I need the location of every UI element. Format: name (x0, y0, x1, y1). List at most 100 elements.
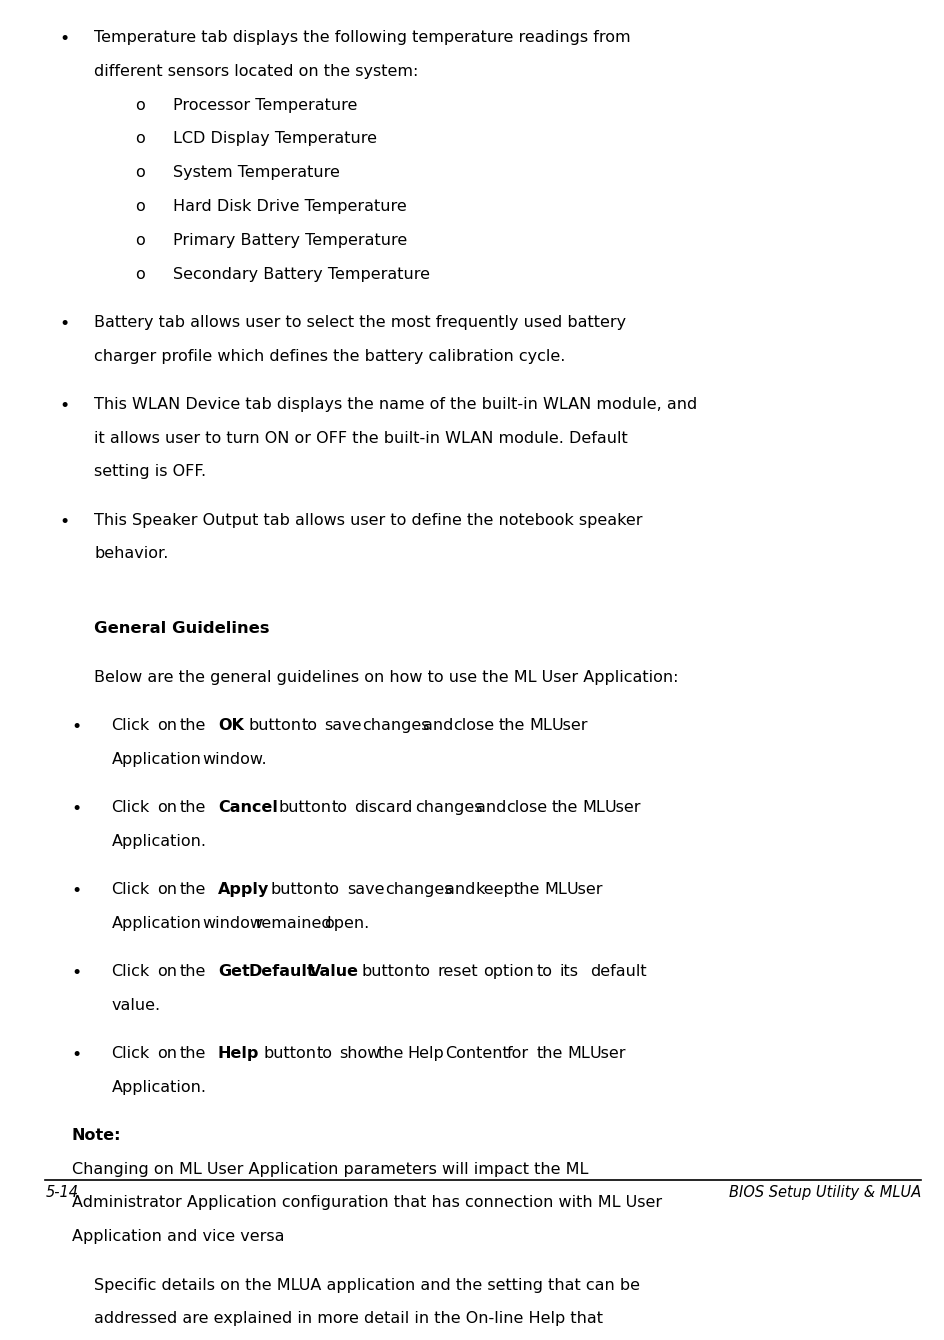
Text: option: option (483, 963, 533, 978)
Text: the: the (536, 1047, 563, 1061)
Text: LCD Display Temperature: LCD Display Temperature (173, 131, 377, 146)
Text: Application: Application (111, 915, 201, 930)
Text: close: close (506, 800, 547, 815)
Text: •: • (59, 315, 70, 332)
Text: Click: Click (111, 718, 149, 733)
Text: •: • (72, 800, 82, 817)
Text: Content: Content (445, 1047, 509, 1061)
Text: button: button (271, 882, 324, 896)
Text: •: • (59, 31, 70, 48)
Text: •: • (72, 882, 82, 900)
Text: Application.: Application. (111, 1080, 207, 1095)
Text: Battery tab allows user to select the most frequently used battery: Battery tab allows user to select the mo… (94, 315, 626, 330)
Text: close: close (452, 718, 494, 733)
Text: Primary Battery Temperature: Primary Battery Temperature (173, 233, 407, 248)
Text: Below are the general guidelines on how to use the ML User Application:: Below are the general guidelines on how … (94, 670, 679, 685)
Text: setting is OFF.: setting is OFF. (94, 465, 207, 480)
Text: ML: ML (582, 800, 604, 815)
Text: Help: Help (407, 1047, 444, 1061)
Text: charger profile which defines the battery calibration cycle.: charger profile which defines the batter… (94, 348, 565, 363)
Text: on: on (157, 718, 177, 733)
Text: open.: open. (324, 915, 369, 930)
Text: o: o (135, 165, 144, 181)
Text: Click: Click (111, 800, 149, 815)
Text: window.: window. (202, 752, 267, 766)
Text: Processor Temperature: Processor Temperature (173, 98, 357, 113)
Text: Help: Help (217, 1047, 259, 1061)
Text: to: to (331, 800, 347, 815)
Text: Changing on ML User Application parameters will impact the ML: Changing on ML User Application paramete… (72, 1162, 587, 1177)
Text: ML: ML (566, 1047, 589, 1061)
Text: 5-14: 5-14 (45, 1185, 78, 1199)
Text: to: to (301, 718, 317, 733)
Text: the: the (551, 800, 578, 815)
Text: Note:: Note: (72, 1128, 121, 1143)
Text: BIOS Setup Utility & MLUA: BIOS Setup Utility & MLUA (729, 1185, 920, 1199)
Text: the: the (179, 882, 206, 896)
Text: changes: changes (384, 882, 452, 896)
Text: This WLAN Device tab displays the name of the built-in WLAN module, and: This WLAN Device tab displays the name o… (94, 397, 697, 411)
Text: on: on (157, 882, 177, 896)
Text: changes: changes (414, 800, 482, 815)
Text: and: and (422, 718, 452, 733)
Text: Default: Default (248, 963, 314, 978)
Text: o: o (135, 267, 144, 281)
Text: its: its (559, 963, 578, 978)
Text: show: show (339, 1047, 380, 1061)
Text: addressed are explained in more detail in the On-line Help that: addressed are explained in more detail i… (94, 1312, 603, 1327)
Text: the: the (179, 718, 206, 733)
Text: reset: reset (437, 963, 478, 978)
Text: Get: Get (217, 963, 249, 978)
Text: Specific details on the MLUA application and the setting that can be: Specific details on the MLUA application… (94, 1277, 640, 1293)
Text: the: the (179, 963, 206, 978)
Text: Click: Click (111, 1047, 149, 1061)
Text: •: • (59, 397, 70, 415)
Text: to: to (414, 963, 430, 978)
Text: This Speaker Output tab allows user to define the notebook speaker: This Speaker Output tab allows user to d… (94, 513, 642, 528)
Text: value.: value. (111, 998, 160, 1013)
Text: on: on (157, 1047, 177, 1061)
Text: on: on (157, 963, 177, 978)
Text: •: • (72, 963, 82, 982)
Text: save: save (346, 882, 384, 896)
Text: button: button (263, 1047, 316, 1061)
Text: o: o (135, 233, 144, 248)
Text: •: • (59, 513, 70, 531)
Text: keep: keep (476, 882, 514, 896)
Text: the: the (377, 1047, 403, 1061)
Text: to: to (536, 963, 552, 978)
Text: User: User (551, 718, 587, 733)
Text: on: on (157, 800, 177, 815)
Text: Application and vice versa: Application and vice versa (72, 1229, 284, 1245)
Text: and: and (476, 800, 506, 815)
Text: ML: ML (529, 718, 551, 733)
Text: User: User (566, 882, 603, 896)
Text: changes: changes (362, 718, 429, 733)
Text: Application.: Application. (111, 833, 207, 848)
Text: User: User (589, 1047, 626, 1061)
Text: to: to (324, 882, 340, 896)
Text: window: window (202, 915, 263, 930)
Text: it allows user to turn ON or OFF the built-in WLAN module. Default: it allows user to turn ON or OFF the bui… (94, 430, 628, 446)
Text: different sensors located on the system:: different sensors located on the system: (94, 64, 418, 79)
Text: and: and (445, 882, 476, 896)
Text: default: default (589, 963, 646, 978)
Text: Application: Application (111, 752, 201, 766)
Text: ML: ML (544, 882, 566, 896)
Text: General Guidelines: General Guidelines (94, 622, 270, 636)
Text: Cancel: Cancel (217, 800, 278, 815)
Text: button: button (362, 963, 414, 978)
Text: the: the (179, 1047, 206, 1061)
Text: for: for (506, 1047, 528, 1061)
Text: remained: remained (256, 915, 332, 930)
Text: Hard Disk Drive Temperature: Hard Disk Drive Temperature (173, 200, 406, 214)
Text: the: the (498, 718, 525, 733)
Text: OK: OK (217, 718, 244, 733)
Text: o: o (135, 131, 144, 146)
Text: Click: Click (111, 882, 149, 896)
Text: Apply: Apply (217, 882, 269, 896)
Text: save: save (324, 718, 362, 733)
Text: Temperature tab displays the following temperature readings from: Temperature tab displays the following t… (94, 31, 631, 46)
Text: the: the (179, 800, 206, 815)
Text: Secondary Battery Temperature: Secondary Battery Temperature (173, 267, 430, 281)
